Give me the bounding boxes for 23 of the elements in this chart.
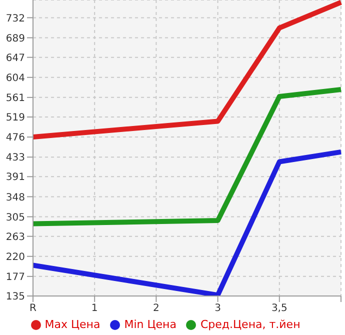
- legend-label: Min Цена: [124, 318, 176, 331]
- y-tick-label: 647: [6, 52, 25, 64]
- y-tick-label: 732: [6, 13, 25, 24]
- y-tick-label: 135: [6, 292, 25, 303]
- y-tick-label: 391: [6, 172, 25, 184]
- x-tick-label: 3,5: [271, 303, 288, 314]
- x-tick-label: 1: [91, 303, 98, 314]
- y-tick-label: 561: [6, 92, 25, 104]
- y-tick-label: 689: [6, 33, 25, 44]
- y-tick-label: 519: [6, 112, 25, 124]
- x-tick-label: 3: [214, 303, 221, 314]
- y-tick-label: 305: [6, 212, 25, 224]
- y-tick-label: 220: [6, 252, 25, 263]
- y-tick-label: 476: [6, 132, 25, 144]
- y-tick-label: 263: [6, 232, 25, 243]
- x-tick-label: R: [30, 303, 37, 314]
- legend-label: Сред.Цена, т.йен: [200, 318, 300, 331]
- y-tick-label: 348: [6, 192, 25, 204]
- y-tick-label: 604: [6, 72, 25, 84]
- x-tick-label: 2: [153, 303, 160, 314]
- legend-label: Max Цена: [44, 318, 100, 331]
- y-tick-label: 177: [6, 272, 25, 283]
- y-tick-label: 433: [6, 152, 25, 164]
